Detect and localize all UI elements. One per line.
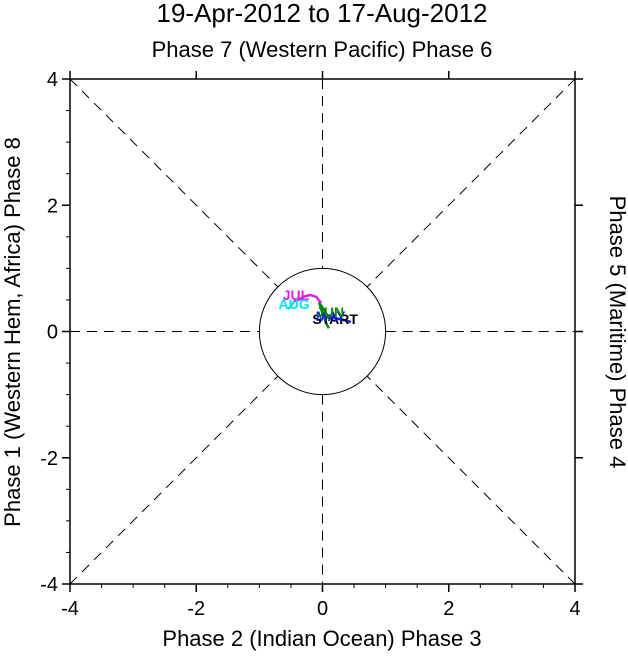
diagonal-line-se xyxy=(366,375,576,585)
series-line-2 xyxy=(293,293,323,304)
chart-title: 19-Apr-2012 to 17-Aug-2012 xyxy=(156,0,487,28)
x-tick-label: -4 xyxy=(61,598,79,620)
y-tick-label: -4 xyxy=(40,574,58,596)
x-tick-label: 2 xyxy=(443,598,454,620)
annotation-jun: JUN xyxy=(316,304,344,320)
top-phase-label: Phase 7 (Western Pacific) Phase 6 xyxy=(152,37,493,62)
y-tick-label: 0 xyxy=(47,322,58,344)
x-tick-label: -2 xyxy=(187,598,205,620)
series-line-3 xyxy=(286,300,296,311)
diagonal-line-sw xyxy=(69,375,279,585)
y-tick-label: 2 xyxy=(47,195,58,217)
x-tick-label: 0 xyxy=(317,598,328,620)
diagonal-line-ne xyxy=(366,78,576,288)
left-phase-label: Phase 1 (Western Hem, Africa) Phase 8 xyxy=(0,137,25,527)
right-phase-label: Phase 5 (Maritime) Phase 4 xyxy=(605,196,628,469)
annotation-may: MAY xyxy=(316,308,346,324)
unit-circle xyxy=(258,267,387,396)
annotation-aug: AUG xyxy=(279,296,310,312)
diagonal-line-nw xyxy=(69,78,279,288)
series-line-0 xyxy=(328,316,352,324)
y-tick-label: -2 xyxy=(40,448,58,470)
series-line-1 xyxy=(318,301,330,329)
y-tick-label: 4 xyxy=(47,69,58,91)
bottom-phase-label: Phase 2 (Indian Ocean) Phase 3 xyxy=(162,626,481,651)
x-tick-label: 4 xyxy=(569,598,580,620)
annotation-start: START xyxy=(312,311,358,327)
annotation-jul: JUL xyxy=(283,287,310,303)
